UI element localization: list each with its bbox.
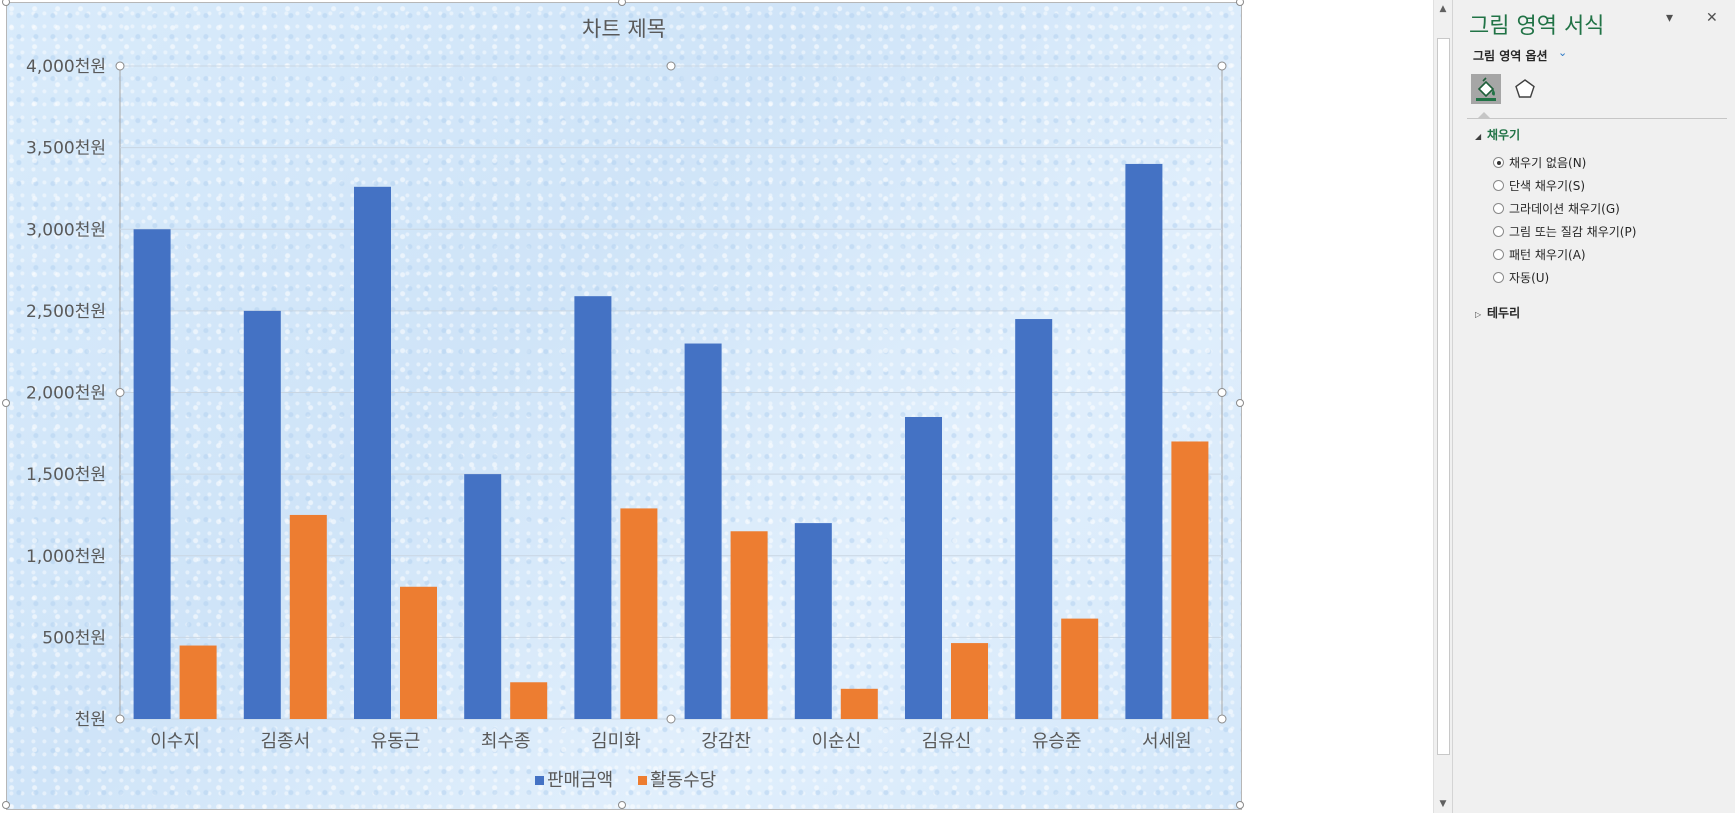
chart-resize-handle[interactable] bbox=[2, 801, 10, 809]
fill-option-label: 자동(U) bbox=[1509, 271, 1550, 285]
vertical-scrollbar[interactable]: ▲ ▼ bbox=[1433, 0, 1453, 813]
y-tick-label: 3,000천원 bbox=[26, 220, 106, 240]
y-tick-label: 1,000천원 bbox=[26, 547, 106, 567]
fill-line-icon[interactable] bbox=[1471, 74, 1501, 104]
radio-button[interactable] bbox=[1493, 272, 1504, 283]
chart-resize-handle[interactable] bbox=[1236, 801, 1244, 809]
bar-sales bbox=[905, 416, 942, 719]
fill-option-label: 그라데이션 채우기(G) bbox=[1509, 202, 1620, 216]
scrollbar-thumb[interactable] bbox=[1437, 38, 1450, 755]
bar-chart[interactable]: 천원 500천원 1,000천원 1,500천원 2,000천원 2,500천원 3,000… bbox=[7, 3, 1241, 809]
bar-allowance bbox=[1171, 441, 1209, 719]
chart-title: 차트 제목 bbox=[582, 17, 666, 41]
chart-resize-handle[interactable] bbox=[618, 0, 626, 6]
radio-button[interactable] bbox=[1493, 249, 1504, 260]
plot-area-resize-handle[interactable] bbox=[115, 714, 125, 724]
radio-button[interactable] bbox=[1493, 180, 1504, 191]
bar-allowance bbox=[840, 688, 878, 719]
close-icon[interactable]: ✕ bbox=[1706, 10, 1718, 26]
format-plot-area-pane: 그림 영역 서식 ▾ ✕ 그림 영역 옵션 ⌄ ◢ 채우기 채우기 없음(N) 단색… bbox=[1452, 0, 1735, 813]
radio-button[interactable] bbox=[1493, 157, 1504, 168]
pentagon-shape-icon[interactable] bbox=[1510, 74, 1540, 104]
plot-area-resize-handle[interactable] bbox=[115, 388, 125, 397]
border-section-label: 테두리 bbox=[1487, 306, 1521, 320]
chart-resize-handle[interactable] bbox=[1236, 0, 1244, 6]
bar-allowance bbox=[1061, 618, 1099, 719]
y-tick-label: 1,500천원 bbox=[26, 465, 106, 485]
radio-button[interactable] bbox=[1493, 203, 1504, 214]
y-tick-label: 4,000천원 bbox=[26, 57, 106, 77]
bar-sales bbox=[794, 523, 832, 719]
x-tick-label: 서세원 bbox=[1142, 731, 1192, 752]
plot-area-resize-handle[interactable] bbox=[115, 61, 125, 71]
fill-option-label: 그림 또는 질감 채우기(P) bbox=[1509, 225, 1637, 239]
bar-sales bbox=[464, 474, 502, 719]
bar-sales bbox=[1125, 163, 1163, 719]
plot-area-resize-handle[interactable] bbox=[1217, 388, 1227, 397]
x-tick-label: 강감찬 bbox=[701, 731, 751, 752]
bar-allowance bbox=[620, 508, 658, 719]
plot-area-resize-handle[interactable] bbox=[666, 714, 676, 724]
expanded-triangle-icon: ◢ bbox=[1475, 132, 1482, 141]
y-tick-label: 3,500천원 bbox=[26, 139, 106, 159]
bar-sales bbox=[684, 343, 722, 719]
pane-title: 그림 영역 서식 bbox=[1469, 14, 1605, 39]
bar-sales bbox=[354, 186, 391, 719]
bar-sales bbox=[133, 229, 171, 719]
chart-resize-handle[interactable] bbox=[1236, 399, 1244, 407]
plot-area-resize-handle[interactable] bbox=[1217, 61, 1227, 71]
fill-option-label: 단색 채우기(S) bbox=[1509, 179, 1585, 193]
x-tick-label: 최수종 bbox=[481, 731, 531, 752]
chart-resize-handle[interactable] bbox=[618, 801, 626, 809]
x-tick-label: 이순신 bbox=[811, 731, 861, 752]
x-tick-label: 유승준 bbox=[1032, 731, 1082, 752]
y-tick-label: 2,500천원 bbox=[26, 302, 106, 322]
legend-label: 활동수당 bbox=[650, 770, 716, 791]
plot-area-resize-handle[interactable] bbox=[666, 61, 676, 71]
fill-section-label: 채우기 bbox=[1487, 128, 1521, 142]
x-tick-label: 유동근 bbox=[371, 731, 421, 752]
bar-sales bbox=[574, 296, 612, 719]
y-tick-label: 천원 bbox=[75, 710, 106, 730]
x-tick-label: 김종서 bbox=[260, 731, 310, 752]
chevron-down-icon[interactable]: ⌄ bbox=[1558, 46, 1568, 59]
bar-sales bbox=[243, 310, 281, 719]
bar-allowance bbox=[289, 514, 327, 719]
chart-resize-handle[interactable] bbox=[2, 399, 10, 407]
pane-options-chevron-icon[interactable]: ▾ bbox=[1666, 10, 1674, 26]
fill-option-label: 채우기 없음(N) bbox=[1509, 156, 1587, 170]
radio-button[interactable] bbox=[1493, 226, 1504, 237]
x-tick-label: 김유신 bbox=[922, 731, 972, 752]
legend-swatch bbox=[638, 776, 647, 785]
x-tick-label: 김미화 bbox=[591, 731, 641, 752]
bar-allowance bbox=[510, 682, 548, 719]
bar-allowance bbox=[179, 645, 217, 719]
active-tab-marker bbox=[1478, 112, 1490, 118]
plot-area-resize-handle[interactable] bbox=[1217, 714, 1227, 724]
chart-resize-handle[interactable] bbox=[2, 0, 10, 6]
bar-allowance bbox=[730, 531, 768, 719]
plot-area-options-dropdown[interactable]: 그림 영역 옵션 bbox=[1473, 49, 1548, 63]
collapsed-triangle-icon: ▷ bbox=[1475, 310, 1482, 319]
legend-label: 판매금액 bbox=[547, 770, 613, 791]
bar-sales bbox=[1015, 319, 1053, 719]
scroll-up-arrow-icon[interactable]: ▲ bbox=[1439, 4, 1447, 14]
y-tick-label: 2,000천원 bbox=[26, 384, 106, 404]
y-tick-label: 500천원 bbox=[42, 628, 106, 648]
fill-option-label: 패턴 채우기(A) bbox=[1509, 248, 1586, 262]
legend-swatch bbox=[535, 776, 544, 785]
bar-allowance bbox=[400, 586, 437, 719]
pane-divider bbox=[1467, 118, 1727, 119]
bar-allowance bbox=[951, 643, 988, 719]
scroll-down-arrow-icon[interactable]: ▼ bbox=[1439, 799, 1447, 809]
x-tick-label: 이수지 bbox=[150, 731, 200, 752]
fill-section-header[interactable]: ◢ 채우기 bbox=[1475, 126, 1520, 143]
chart-area[interactable]: 천원 500천원 1,000천원 1,500천원 2,000천원 2,500천원 3,000… bbox=[6, 2, 1242, 810]
border-section-header[interactable]: ▷ 테두리 bbox=[1475, 304, 1520, 321]
